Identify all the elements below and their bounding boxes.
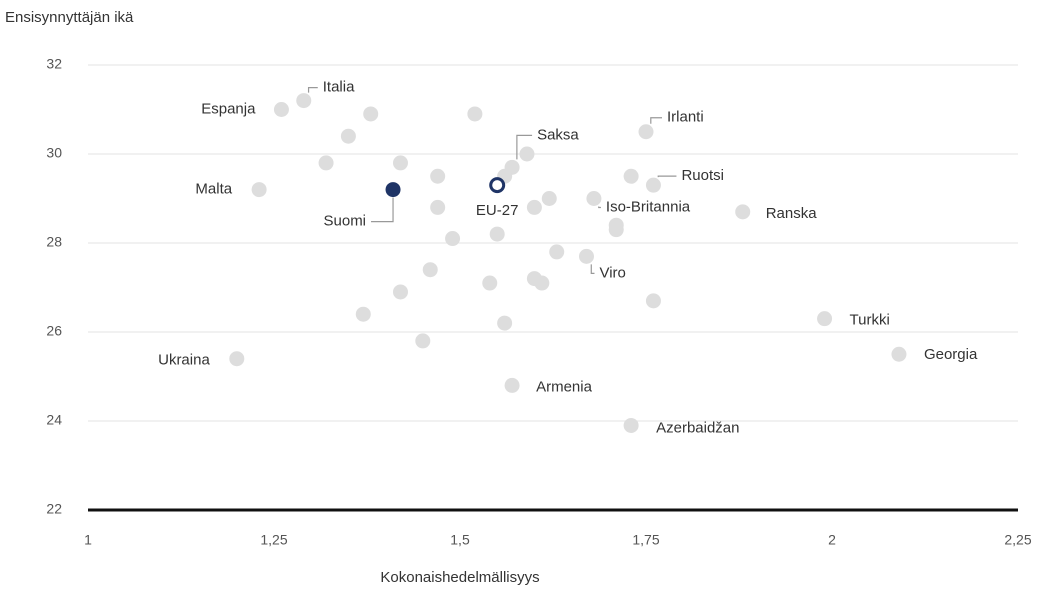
point-label: Georgia — [924, 346, 978, 363]
y-tick-label: 30 — [46, 145, 62, 161]
data-point — [526, 199, 542, 215]
data-point — [891, 346, 907, 362]
data-point — [318, 155, 334, 171]
point-label: Irlanti — [667, 109, 704, 126]
x-tick-label: 1,5 — [450, 532, 470, 548]
y-tick-label: 26 — [46, 323, 62, 339]
data-point — [638, 124, 654, 140]
y-tick-label: 32 — [46, 56, 62, 72]
data-point — [296, 93, 312, 109]
data-point — [467, 106, 483, 122]
data-point — [645, 293, 661, 309]
leader-line — [657, 175, 677, 178]
data-point — [430, 168, 446, 184]
leader-line — [307, 87, 318, 93]
y-tick-label: 24 — [46, 412, 62, 428]
data-point — [482, 275, 498, 291]
data-point — [430, 199, 446, 215]
data-point — [489, 177, 506, 194]
data-point — [392, 155, 408, 171]
data-point — [497, 315, 513, 331]
x-axis-label: Kokonaishedelmällisyys — [380, 569, 539, 586]
leader-line — [598, 206, 601, 209]
data-point — [504, 377, 520, 393]
leader-line — [650, 117, 662, 124]
data-point — [534, 275, 550, 291]
data-point — [735, 204, 751, 220]
data-point — [645, 177, 661, 193]
point-label: Azerbaidžan — [656, 419, 739, 436]
leader-line — [516, 134, 533, 160]
point-label: Ranska — [766, 205, 818, 222]
point-label: Iso-Britannia — [606, 198, 691, 215]
x-tick-label: 2,25 — [1004, 532, 1031, 548]
leader-line — [590, 264, 595, 274]
point-label: Viro — [599, 264, 625, 281]
point-label: EU-27 — [476, 202, 519, 219]
data-point — [586, 191, 602, 206]
data-point — [623, 417, 639, 433]
point-label: Suomi — [324, 213, 367, 230]
y-axis-label: Ensisynnyttäjän ikä — [5, 9, 134, 26]
point-label: Italia — [323, 79, 355, 96]
data-point — [578, 248, 594, 264]
data-point — [817, 311, 833, 327]
x-tick-label: 1 — [84, 532, 92, 548]
y-tick-label: 28 — [46, 234, 62, 250]
data-point — [489, 226, 505, 242]
data-point — [273, 102, 289, 117]
data-point — [385, 182, 401, 198]
point-label: Turkki — [850, 312, 890, 329]
x-tick-label: 1,25 — [260, 532, 287, 548]
point-label: Armenia — [536, 378, 593, 395]
data-point — [355, 306, 371, 322]
x-tick-label: 1,75 — [632, 532, 659, 548]
leader-line — [371, 197, 394, 223]
data-point — [519, 146, 535, 162]
data-point — [392, 284, 408, 300]
data-point — [541, 191, 557, 206]
data-point — [340, 128, 356, 144]
data-point — [445, 231, 461, 247]
point-label: Ukraina — [158, 352, 210, 369]
data-point — [229, 351, 245, 367]
data-point — [623, 168, 639, 184]
y-tick-label: 22 — [46, 501, 62, 517]
x-tick-label: 2 — [828, 532, 836, 548]
data-point — [422, 262, 438, 278]
data-point — [363, 106, 379, 122]
data-point — [608, 222, 624, 238]
data-point — [415, 333, 431, 349]
point-label: Saksa — [537, 126, 579, 143]
point-label: Espanja — [201, 100, 256, 117]
point-label: Malta — [195, 181, 232, 198]
point-label: Ruotsi — [681, 167, 724, 184]
data-point — [251, 182, 267, 198]
data-point — [549, 244, 565, 260]
